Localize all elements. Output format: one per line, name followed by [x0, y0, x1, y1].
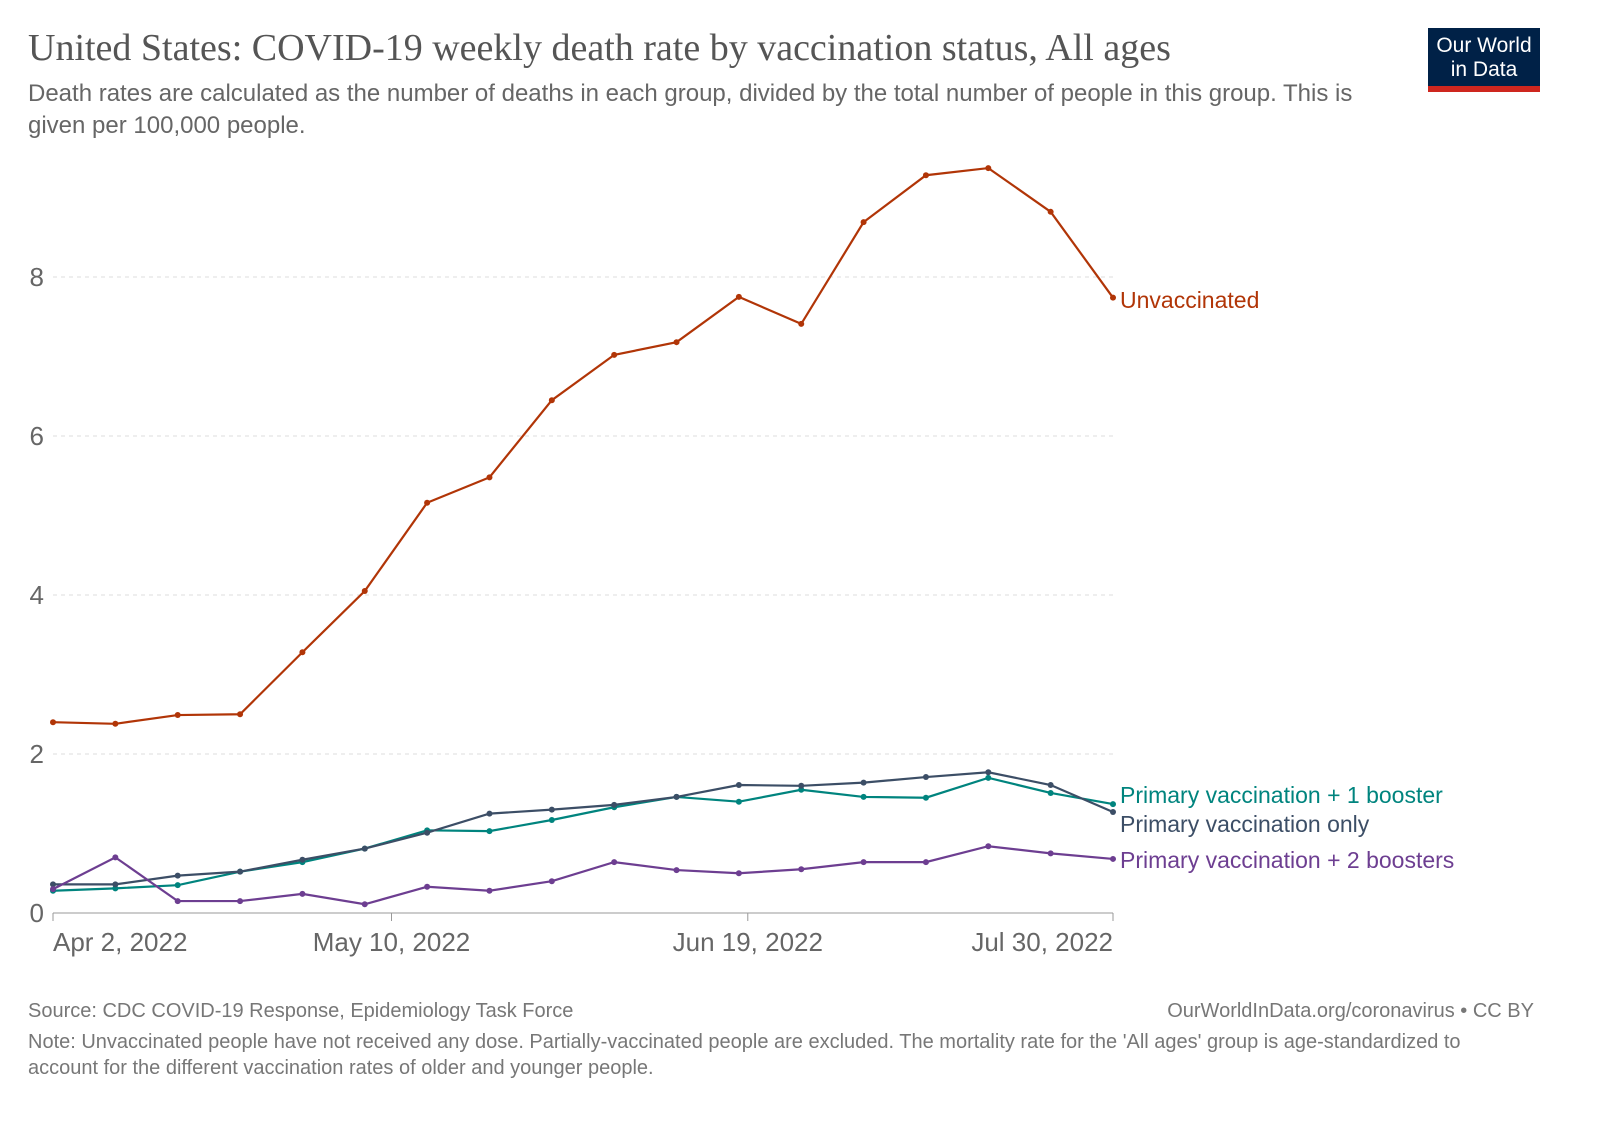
data-point: [611, 801, 618, 808]
x-tick-label: Jun 19, 2022: [673, 927, 823, 957]
data-point: [361, 845, 368, 852]
data-point: [1110, 294, 1116, 301]
y-tick-label: 4: [30, 580, 44, 610]
data-point: [548, 878, 555, 885]
series-line: [52, 776, 1114, 892]
series-line: [53, 771, 1114, 886]
data-point: [735, 782, 742, 789]
chart-title: United States: COVID-19 weekly death rat…: [28, 27, 1171, 69]
y-tick-label: 0: [30, 898, 44, 928]
data-point: [486, 828, 493, 835]
data-point: [361, 588, 368, 595]
data-point: [922, 859, 929, 866]
data-point: [860, 219, 867, 226]
logo-line: Our World: [1436, 34, 1532, 57]
data-point: [922, 172, 929, 179]
data-point: [237, 868, 244, 875]
data-point: [860, 859, 867, 866]
x-tick-label: May 10, 2022: [313, 927, 471, 957]
data-point: [486, 887, 493, 894]
y-tick-label: 2: [30, 739, 44, 769]
data-point: [1047, 782, 1054, 789]
logo-line: in Data: [1450, 58, 1518, 81]
data-point: [174, 882, 181, 889]
y-tick-label: 8: [30, 262, 44, 292]
series-label: Unvaccinated: [1120, 287, 1259, 313]
data-point: [735, 798, 742, 805]
data-point: [1110, 855, 1116, 862]
data-point: [673, 793, 680, 800]
data-point: [673, 339, 680, 346]
series-label: Primary vaccination + 2 boosters: [1120, 847, 1454, 873]
data-point: [174, 872, 181, 879]
data-point: [985, 769, 992, 776]
data-point: [985, 774, 992, 781]
data-point: [424, 883, 431, 890]
data-point: [112, 720, 119, 727]
data-point: [174, 898, 181, 905]
data-point: [798, 866, 805, 873]
data-point: [611, 859, 618, 866]
data-point: [424, 829, 431, 836]
data-point: [299, 856, 306, 863]
data-point: [299, 649, 306, 656]
series-line: [52, 166, 1114, 725]
data-point: [860, 793, 867, 800]
y-tick-label: 6: [30, 421, 44, 451]
data-point: [548, 397, 555, 404]
data-point: [1110, 801, 1116, 808]
data-point: [985, 165, 992, 172]
data-point: [1047, 789, 1054, 796]
data-point: [735, 870, 742, 877]
data-point: [922, 774, 929, 781]
chart-subtitle: Death rates are calculated as the number…: [28, 80, 1353, 139]
x-tick-label: Jul 30, 2022: [971, 927, 1113, 957]
data-point: [548, 816, 555, 823]
data-point: [299, 890, 306, 897]
data-point: [237, 898, 244, 905]
data-point: [486, 810, 493, 817]
data-point: [798, 320, 805, 327]
data-point: [673, 867, 680, 874]
data-point: [798, 782, 805, 789]
data-point: [1047, 208, 1054, 215]
data-point: [237, 711, 244, 718]
credit-link[interactable]: OurWorldInData.org/coronavirus • CC BY: [1167, 1000, 1534, 1022]
data-point: [50, 719, 56, 726]
data-point: [860, 779, 867, 786]
data-point: [735, 293, 742, 300]
x-tick-label: Apr 2, 2022: [53, 927, 187, 957]
source-text: Source: CDC COVID-19 Response, Epidemiol…: [28, 1000, 574, 1022]
data-point: [1047, 850, 1054, 857]
data-point: [922, 794, 929, 801]
note-text: Note: Unvaccinated people have not recei…: [28, 1031, 1461, 1079]
series-label: Primary vaccination + 1 booster: [1120, 782, 1443, 808]
data-point: [985, 843, 992, 850]
series-line: [52, 845, 1114, 906]
data-point: [112, 854, 119, 861]
data-point: [50, 881, 56, 888]
data-point: [361, 901, 368, 908]
data-point: [424, 499, 431, 506]
data-point: [112, 881, 119, 888]
owid-logo[interactable]: Our World in Data: [1428, 28, 1540, 92]
data-point: [486, 474, 493, 481]
data-point: [50, 886, 56, 893]
series-label: Primary vaccination only: [1120, 811, 1370, 837]
data-point: [548, 806, 555, 813]
data-point: [611, 351, 618, 358]
data-point: [174, 712, 181, 719]
data-point: [1110, 809, 1116, 816]
